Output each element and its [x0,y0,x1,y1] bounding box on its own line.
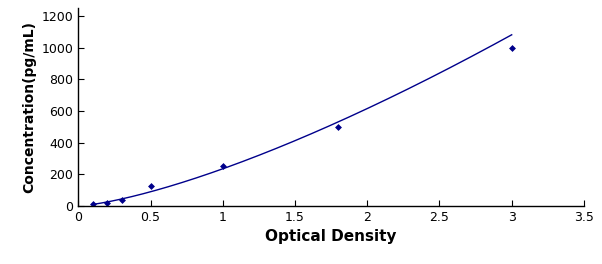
X-axis label: Optical Density: Optical Density [265,229,397,244]
Y-axis label: Concentration(pg/mL): Concentration(pg/mL) [22,21,36,193]
